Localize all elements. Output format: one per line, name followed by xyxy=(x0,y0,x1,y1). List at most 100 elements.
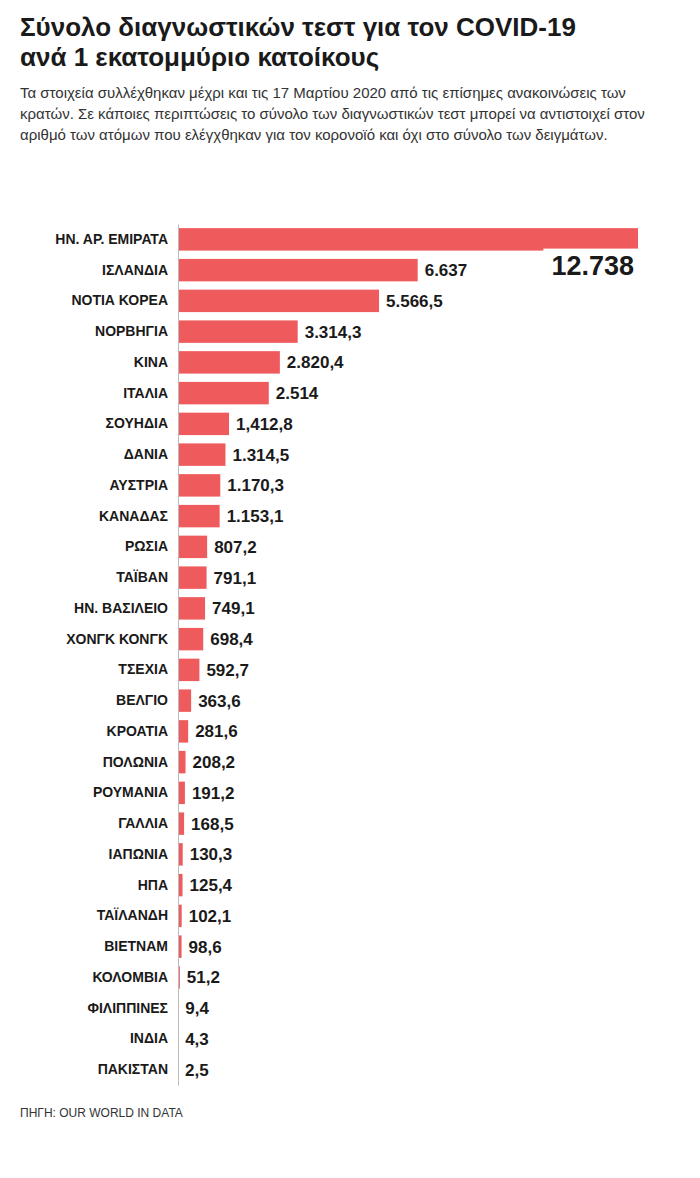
bar xyxy=(178,566,207,588)
category-label: ΡΟΥΜΑΝΙΑ xyxy=(93,784,168,800)
category-label: ΙΑΠΩΝΙΑ xyxy=(109,846,168,862)
data-label: 12.738 xyxy=(551,251,634,281)
data-label: 363,6 xyxy=(198,692,241,711)
data-label: 2.820,4 xyxy=(287,353,344,372)
category-label: ΙΤΑΛΙΑ xyxy=(123,385,168,401)
data-label: 791,1 xyxy=(214,569,257,588)
category-label: ΚΙΝΑ xyxy=(134,354,168,370)
data-labels: 12.7386.6375.566,53.314,32.820,42.5141,4… xyxy=(185,249,638,1080)
data-label: 749,1 xyxy=(212,599,255,618)
tick: ΔΑΝΙΑ xyxy=(124,446,168,462)
bar xyxy=(178,382,269,404)
tick: ΡΩΣΙΑ xyxy=(125,538,168,554)
bar xyxy=(178,597,205,619)
tick: ΗΝ. ΒΑΣΙΛΕΙΟ xyxy=(74,600,168,616)
tick: ΠΟΛΩΝΙΑ xyxy=(103,754,168,770)
text-line: Τα στοιχεία συλλέχθηκαν μέχρι και τις 17… xyxy=(20,84,626,101)
label-background xyxy=(543,249,638,283)
tick: ΚΑΝΑΔΑΣ xyxy=(99,508,168,524)
tick: ΓΑΛΛΙΑ xyxy=(118,815,168,831)
bar xyxy=(178,290,379,312)
data-label: 9,4 xyxy=(185,999,209,1018)
data-label: 281,6 xyxy=(195,722,238,741)
data-label: 592,7 xyxy=(206,661,249,680)
tick: ΤΑΪΛΑΝΔΗ xyxy=(97,907,168,923)
bar xyxy=(178,320,298,342)
data-label: 1.170,3 xyxy=(227,476,284,495)
tick: ΙΑΠΩΝΙΑ xyxy=(109,846,168,862)
data-label: 2,5 xyxy=(185,1061,209,1080)
category-label: ΡΩΣΙΑ xyxy=(125,538,168,554)
data-label: 168,5 xyxy=(191,815,234,834)
tick: ΦΙΛΙΠΠΙΝΕΣ xyxy=(87,1000,168,1016)
category-label: ΚΡΟΑΤΙΑ xyxy=(107,723,168,739)
data-label: 125,4 xyxy=(190,876,233,895)
data-label: 807,2 xyxy=(214,538,257,557)
data-label: 51,2 xyxy=(187,968,220,987)
data-label: 98,6 xyxy=(189,938,222,957)
tick: ΗΝ. ΑΡ. ΕΜΙΡΑΤΑ xyxy=(55,231,168,247)
category-label: ΧΟΝΓΚ ΚΟΝΓΚ xyxy=(66,631,168,647)
source: ΠΗΓΗ: OUR WORLD IN DATA xyxy=(20,1106,183,1120)
data-label: 208,2 xyxy=(193,753,236,772)
data-label: 5.566,5 xyxy=(386,292,443,311)
text-line: αριθμό των ατόμων που ελέγχθηκαν για τον… xyxy=(20,126,608,143)
category-label: ΙΝΔΙΑ xyxy=(130,1030,168,1046)
tick: ΧΟΝΓΚ ΚΟΝΓΚ xyxy=(66,631,168,647)
category-label: ΚΑΝΑΔΑΣ xyxy=(99,508,168,524)
category-label: ΣΟΥΗΔΙΑ xyxy=(106,415,168,431)
tick: ΡΟΥΜΑΝΙΑ xyxy=(93,784,168,800)
category-label: ΠΟΛΩΝΙΑ xyxy=(103,754,168,770)
bar xyxy=(178,628,203,650)
category-label: ΤΑΪΒΑΝ xyxy=(116,569,168,585)
text-line: κρατών. Σε κάποιες περιπτώσεις το σύνολο… xyxy=(20,105,645,122)
data-label: 698,4 xyxy=(210,630,253,649)
tick: ΚΙΝΑ xyxy=(134,354,168,370)
category-label: ΝΟΡΒΗΓΙΑ xyxy=(95,323,168,339)
bar xyxy=(178,413,229,435)
category-label: ΒΙΕΤΝΑΜ xyxy=(104,938,168,954)
tick: ΙΝΔΙΑ xyxy=(130,1030,168,1046)
text-line: ανά 1 εκατομμύριο κατοίκους xyxy=(20,42,379,72)
tick: ΒΕΛΓΙΟ xyxy=(116,692,168,708)
subtitle: Τα στοιχεία συλλέχθηκαν μέχρι και τις 17… xyxy=(20,84,645,143)
category-label: ΦΙΛΙΠΠΙΝΕΣ xyxy=(87,1000,168,1016)
category-label: ΤΑΪΛΑΝΔΗ xyxy=(97,907,168,923)
category-label: ΙΣΛΑΝΔΙΑ xyxy=(102,262,168,278)
category-label: ΚΟΛΟΜΒΙΑ xyxy=(92,969,168,985)
category-label: ΑΥΣΤΡΙΑ xyxy=(110,477,168,493)
data-label: 102,1 xyxy=(189,907,232,926)
bar xyxy=(178,228,638,250)
category-label: ΝΟΤΙΑ ΚΟΡΕΑ xyxy=(71,292,168,308)
bar xyxy=(178,782,185,804)
bar xyxy=(178,689,191,711)
data-label: 130,3 xyxy=(190,845,233,864)
chart: Σύνολο διαγνωστικών τεστ για τον COVID-1… xyxy=(0,0,700,1178)
bar xyxy=(178,443,225,465)
y-axis: ΗΝ. ΑΡ. ΕΜΙΡΑΤΑ ΙΣΛΑΝΔΙΑ ΝΟΤΙΑ ΚΟΡΕΑ ΝΟΡΒΗΓ… xyxy=(55,225,178,1086)
title: Σύνολο διαγνωστικών τεστ για τον COVID-1… xyxy=(20,12,576,72)
tick: ΣΟΥΗΔΙΑ xyxy=(106,415,168,431)
bar xyxy=(178,474,220,496)
data-label: 1,412,8 xyxy=(236,415,293,434)
category-label: ΗΝ. ΑΡ. ΕΜΙΡΑΤΑ xyxy=(55,231,168,247)
tick: ΤΑΪΒΑΝ xyxy=(116,569,168,585)
tick: ΒΙΕΤΝΑΜ xyxy=(104,938,168,954)
bar xyxy=(178,751,186,773)
category-label: ΗΠΑ xyxy=(138,877,168,893)
tick: ΙΣΛΑΝΔΙΑ xyxy=(102,262,168,278)
category-label: ΠΑΚΙΣΤΑΝ xyxy=(98,1061,168,1077)
data-label: 4,3 xyxy=(185,1030,209,1049)
tick: ΚΟΛΟΜΒΙΑ xyxy=(92,969,168,985)
tick: ΚΡΟΑΤΙΑ xyxy=(107,723,168,739)
tick: ΠΑΚΙΣΤΑΝ xyxy=(98,1061,168,1077)
category-label: ΗΝ. ΒΑΣΙΛΕΙΟ xyxy=(74,600,168,616)
data-label: 3.314,3 xyxy=(305,323,362,342)
tick: ΝΟΡΒΗΓΙΑ xyxy=(95,323,168,339)
bar xyxy=(178,259,418,281)
bar xyxy=(178,720,188,742)
bars xyxy=(178,228,638,1081)
data-label: 191,2 xyxy=(192,784,235,803)
data-label: 1.153,1 xyxy=(227,507,284,526)
tick: ΗΠΑ xyxy=(138,877,168,893)
